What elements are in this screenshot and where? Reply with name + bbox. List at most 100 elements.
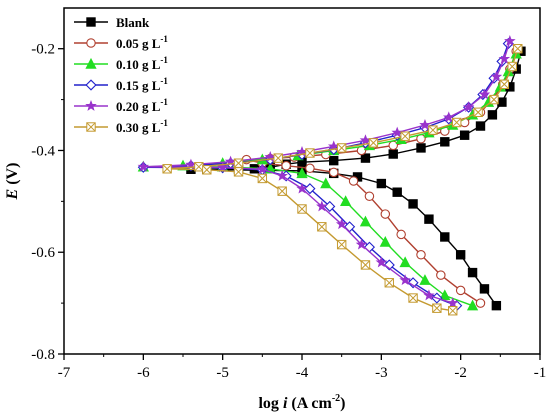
data-point [276, 169, 288, 181]
data-point [388, 140, 398, 151]
data-point [375, 256, 388, 268]
data-point [489, 94, 499, 105]
y-tick-label: -0.8 [31, 347, 55, 363]
legend-item: 0.20 g L-1 [74, 97, 168, 114]
data-point [384, 278, 394, 288]
data-point [407, 277, 419, 289]
series-3 [137, 47, 522, 311]
data-point [462, 101, 475, 113]
data-point [202, 165, 212, 175]
data-point [455, 250, 466, 260]
data-point [305, 148, 315, 158]
legend-marker [85, 57, 97, 69]
x-tick-label: -7 [58, 365, 71, 381]
data-point [355, 238, 368, 250]
data-point [408, 199, 418, 209]
data-point [297, 204, 307, 214]
data-point [448, 306, 458, 316]
data-point [452, 117, 462, 128]
data-point [328, 167, 339, 178]
data-point [416, 143, 426, 153]
data-point [316, 200, 328, 212]
data-point [475, 121, 486, 131]
data-point [396, 229, 406, 240]
data-point [364, 191, 375, 202]
data-point [416, 250, 426, 260]
legend-label: Blank [116, 15, 150, 30]
data-point [392, 187, 402, 197]
series-6 [162, 44, 523, 316]
legend-item: 0.05 g L-1 [74, 34, 168, 51]
legend-label: 0.15 g L-1 [116, 76, 168, 93]
data-point [419, 118, 431, 130]
data-point [439, 289, 451, 301]
x-axis-title: log i (A cm-2) [258, 393, 345, 412]
x-tick-label: -5 [216, 365, 229, 381]
x-tick-label: -4 [296, 365, 309, 381]
data-point [388, 149, 398, 159]
data-point [233, 167, 244, 177]
series-layer [137, 35, 526, 316]
x-tick-label: -2 [454, 365, 467, 381]
data-point [408, 293, 418, 303]
data-point [443, 111, 455, 123]
x-tick-label: -1 [534, 365, 547, 381]
legend-marker [85, 99, 97, 111]
legend-item: 0.15 g L-1 [74, 76, 168, 93]
data-point [320, 177, 332, 189]
legend-item: Blank [74, 15, 150, 30]
data-point [383, 259, 395, 271]
series-line [166, 48, 519, 312]
legend: Blank 0.05 g L-1 0.10 g L-1 0.15 g L-1 0.20 … [74, 15, 168, 135]
data-point [368, 138, 379, 148]
x-tick-label: -3 [375, 365, 388, 381]
data-point [379, 235, 391, 247]
data-point [281, 160, 291, 171]
data-point [446, 297, 459, 309]
data-point [277, 186, 287, 196]
data-point [360, 153, 371, 163]
legend-label: 0.10 g L-1 [116, 55, 168, 72]
data-point [296, 167, 308, 179]
data-point [376, 178, 387, 189]
data-point [436, 270, 446, 280]
data-point [194, 162, 204, 172]
data-point [428, 125, 438, 135]
data-point [317, 222, 327, 232]
legend-label: 0.30 g L-1 [116, 118, 168, 135]
y-tick-label: -0.2 [31, 42, 55, 58]
data-point [162, 164, 172, 174]
series-line [142, 43, 509, 307]
data-point [432, 303, 442, 313]
data-point [256, 163, 269, 175]
data-point [423, 289, 435, 301]
data-point [233, 158, 244, 168]
data-point [487, 110, 498, 120]
data-point [380, 209, 391, 219]
data-point [399, 256, 411, 268]
data-point [137, 160, 150, 172]
data-point [336, 143, 347, 153]
series-4 [137, 38, 514, 312]
data-point [273, 153, 283, 163]
data-point [478, 88, 491, 100]
data-point [459, 130, 470, 140]
data-point [475, 298, 486, 308]
data-point [466, 299, 479, 311]
y-tick-label: -0.4 [31, 143, 55, 159]
data-point [424, 214, 434, 224]
data-point [359, 215, 372, 227]
data-point [498, 52, 511, 64]
legend-label: 0.20 g L-1 [116, 97, 168, 114]
data-point [491, 300, 502, 311]
x-tick-label: -6 [137, 365, 150, 381]
data-point [391, 126, 403, 138]
data-point [490, 70, 503, 82]
data-point [440, 137, 450, 147]
data-point [329, 155, 339, 166]
data-point [499, 79, 510, 90]
legend-item: 0.30 g L-1 [74, 118, 168, 135]
axis-ticks: -7 -6 -5 -4 -3 -2 -1 -0.8 -0.6 -0.4 -0.2 [31, 42, 546, 381]
data-point [257, 173, 268, 184]
